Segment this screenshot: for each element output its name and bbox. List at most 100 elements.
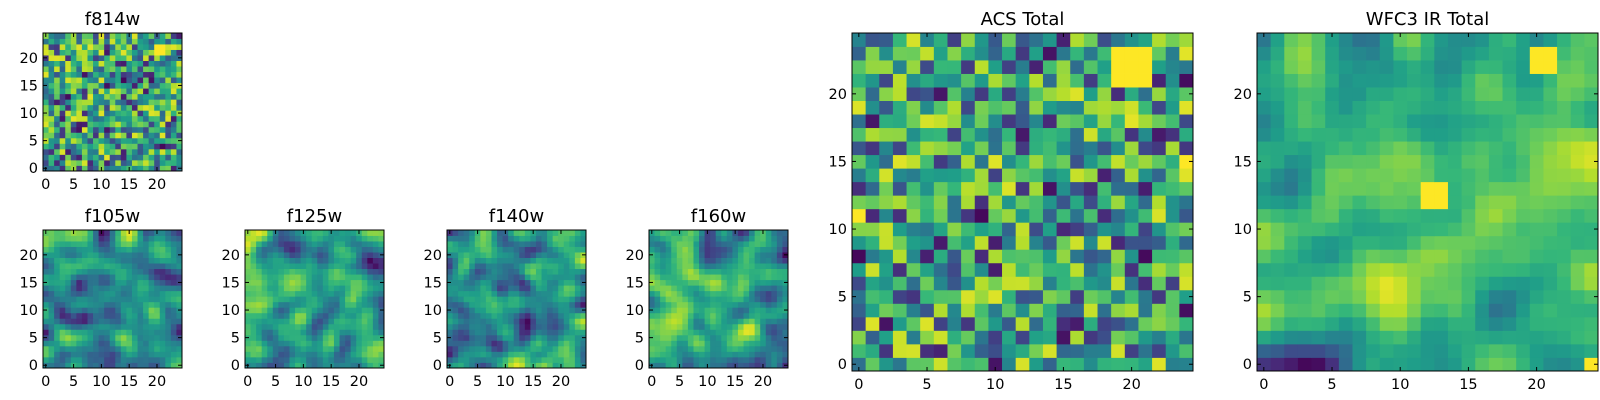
heatmap-cell — [879, 195, 894, 210]
heatmap-cell — [176, 290, 183, 297]
heatmap-cell — [154, 356, 161, 363]
heatmap-cell — [1124, 46, 1139, 61]
heatmap-cell — [1070, 357, 1085, 372]
heatmap-cell — [776, 230, 783, 236]
heatmap-cell — [154, 285, 161, 292]
heatmap-cell — [463, 334, 470, 341]
heatmap-cell — [98, 345, 105, 352]
heatmap-cell — [154, 290, 161, 297]
heatmap-cell — [159, 88, 166, 95]
heatmap-cell — [1352, 303, 1367, 318]
heatmap-cell — [261, 307, 268, 314]
heatmap-cell — [776, 329, 783, 336]
heatmap-cell — [1570, 195, 1585, 210]
heatmap-cell — [76, 60, 83, 67]
heatmap-cell — [131, 312, 138, 319]
heatmap-cell — [120, 154, 127, 161]
heatmap-cell — [660, 301, 667, 308]
heatmap-cell — [1111, 87, 1126, 101]
heatmap-cell — [361, 323, 368, 330]
heatmap-cell — [1111, 181, 1126, 196]
heatmap-cell — [1475, 330, 1490, 345]
heatmap-cell — [710, 323, 717, 330]
heatmap-cell — [776, 356, 783, 363]
heatmap-cell — [311, 285, 318, 292]
heatmap-cell — [81, 60, 88, 67]
heatmap-cell — [530, 307, 537, 314]
heatmap-cell — [165, 312, 172, 319]
heatmap-cell — [1570, 181, 1585, 196]
heatmap-cell — [704, 241, 711, 247]
heatmap-cell — [1002, 114, 1017, 129]
heatmap-cell — [508, 307, 515, 314]
heatmap-cell — [1352, 100, 1367, 115]
heatmap-cell — [81, 165, 88, 172]
heatmap-cell — [367, 279, 374, 286]
heatmap-cell — [70, 126, 77, 133]
heatmap-cell — [906, 276, 921, 291]
heatmap-cell — [1097, 249, 1112, 264]
heatmap-cell — [1516, 262, 1531, 277]
heatmap-cell — [906, 181, 921, 196]
heatmap-cell — [1325, 168, 1340, 183]
heatmap-cell — [502, 356, 509, 363]
heatmap-cell — [48, 88, 55, 95]
heatmap-cell — [649, 329, 655, 336]
heatmap-cell — [1420, 141, 1435, 156]
heatmap-cell — [278, 252, 285, 258]
heatmap-cell — [754, 329, 761, 336]
heatmap-cell — [552, 312, 559, 319]
heatmap-cell — [372, 290, 379, 297]
heatmap-cell — [974, 222, 989, 237]
heatmap-cell — [170, 143, 177, 150]
heatmap-cell — [541, 241, 548, 247]
heatmap-cell — [1488, 303, 1503, 318]
heatmap-cell — [765, 318, 772, 325]
heatmap-cell — [170, 148, 177, 155]
heatmap-cell — [1461, 60, 1476, 74]
heatmap-cell — [176, 71, 183, 78]
heatmap-cell — [474, 318, 481, 325]
heatmap-cell — [1165, 235, 1180, 250]
heatmap-cell — [1179, 316, 1194, 331]
heatmap-cell — [109, 307, 116, 314]
heatmap-cell — [98, 93, 105, 100]
heatmap-cell — [737, 279, 744, 286]
heatmap-cell — [1029, 357, 1044, 372]
heatmap-cell — [137, 165, 144, 172]
heatmap-cell — [1516, 276, 1531, 291]
heatmap-cell — [710, 329, 717, 336]
heatmap-cell — [93, 143, 99, 150]
heatmap-cell — [148, 55, 155, 61]
heatmap-cell — [1165, 60, 1180, 74]
heatmap-cell — [892, 249, 907, 264]
heatmap-cell — [137, 312, 144, 319]
heatmap-cell — [1543, 181, 1558, 196]
heatmap-cell — [687, 301, 694, 308]
heatmap-cell — [345, 334, 352, 341]
heatmap-cell — [852, 127, 867, 142]
heatmap-cell — [159, 268, 166, 275]
heatmap-cell — [1097, 73, 1112, 88]
heatmap-cell — [131, 323, 138, 330]
heatmap-cell — [48, 290, 55, 297]
heatmap-cell — [48, 115, 55, 122]
heatmap-cell — [295, 290, 301, 297]
heatmap-cell — [104, 329, 111, 336]
heatmap-cell — [1270, 303, 1285, 318]
heatmap-cell — [148, 49, 155, 56]
heatmap-cell — [93, 241, 99, 247]
heatmap-cell — [372, 230, 379, 236]
heatmap-cell — [1352, 316, 1367, 331]
heatmap-cell — [48, 323, 55, 330]
heatmap-cell — [115, 329, 122, 336]
heatmap-cell — [159, 66, 166, 73]
heatmap-cell — [699, 290, 705, 297]
heatmap-cell — [660, 268, 667, 275]
heatmap-cell — [782, 285, 789, 292]
heatmap-cell — [469, 334, 476, 341]
heatmap-cell — [654, 241, 661, 247]
heatmap-cell — [754, 257, 761, 264]
heatmap-cell — [474, 296, 481, 303]
heatmap-cell — [660, 246, 667, 253]
